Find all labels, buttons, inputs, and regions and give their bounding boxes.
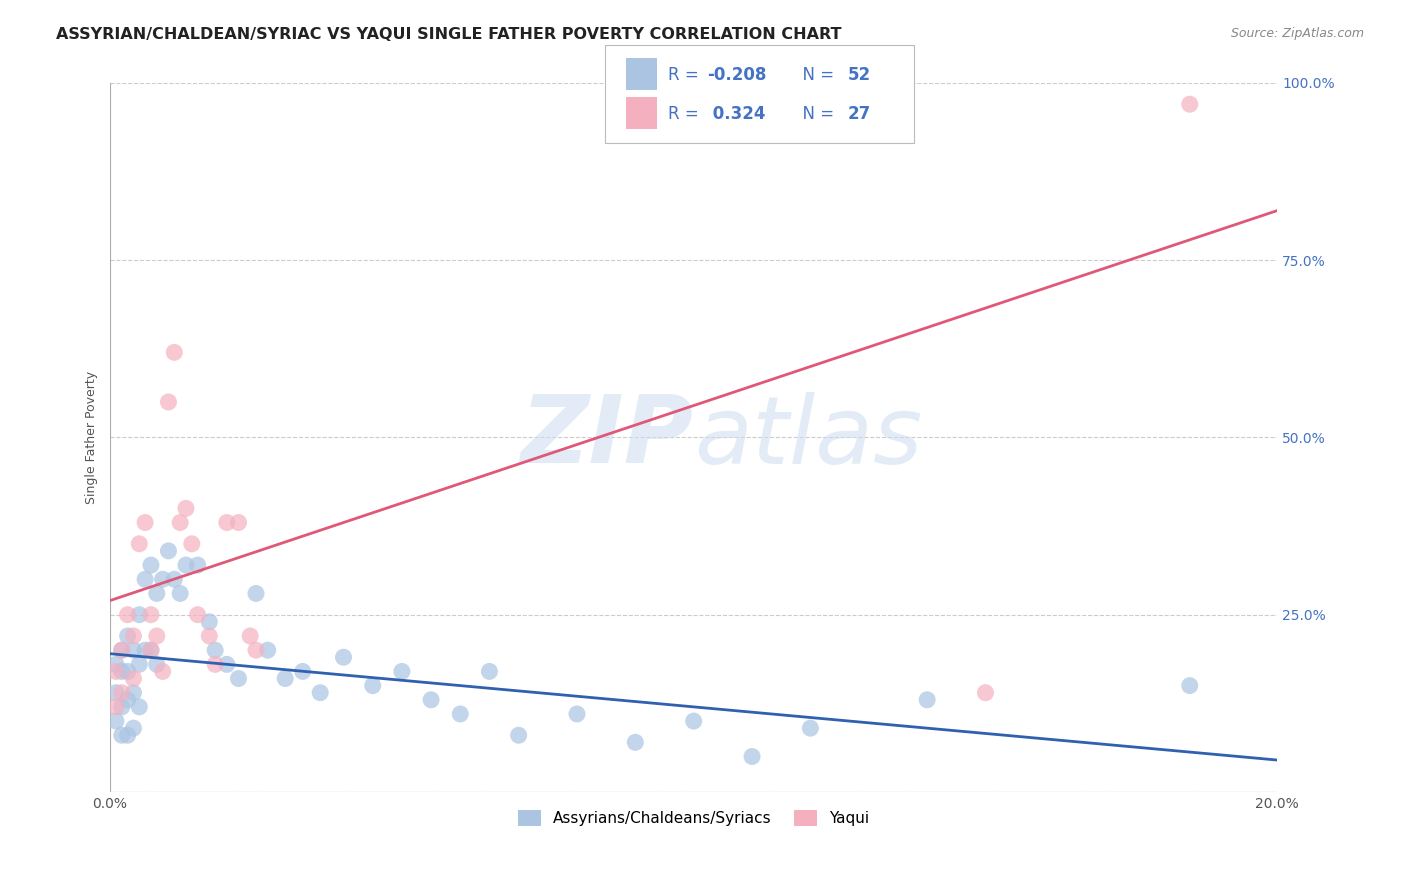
Point — [152, 665, 174, 679]
Point — [104, 665, 127, 679]
Point — [139, 643, 162, 657]
Text: ASSYRIAN/CHALDEAN/SYRIAC VS YAQUI SINGLE FATHER POVERTY CORRELATION CHART: ASSYRIAN/CHALDEAN/SYRIAC VS YAQUI SINGLE… — [56, 27, 842, 42]
Point — [478, 665, 501, 679]
Point — [169, 516, 191, 530]
Point — [291, 665, 314, 679]
Point — [157, 395, 180, 409]
Point — [117, 607, 139, 622]
Point — [565, 706, 588, 721]
Point — [174, 501, 197, 516]
Text: N =: N = — [792, 66, 839, 84]
Point — [187, 558, 209, 572]
Point — [332, 650, 354, 665]
Point — [624, 735, 647, 749]
Point — [139, 607, 162, 622]
Point — [104, 699, 127, 714]
Point — [122, 721, 145, 735]
Point — [163, 345, 186, 359]
Point — [157, 544, 180, 558]
Point — [204, 657, 226, 672]
Point — [139, 643, 162, 657]
Point — [420, 693, 443, 707]
Point — [274, 672, 297, 686]
Point — [128, 607, 150, 622]
Point — [198, 629, 221, 643]
Point — [146, 657, 169, 672]
Text: ZIP: ZIP — [520, 392, 693, 483]
Point — [146, 586, 169, 600]
Point — [111, 686, 134, 700]
Point — [1178, 97, 1201, 112]
Text: 27: 27 — [848, 105, 872, 123]
Point — [139, 558, 162, 572]
Point — [111, 643, 134, 657]
Point — [1178, 679, 1201, 693]
Point — [128, 537, 150, 551]
Point — [682, 714, 704, 728]
Point — [449, 706, 471, 721]
Point — [117, 629, 139, 643]
Point — [799, 721, 821, 735]
Point — [391, 665, 413, 679]
Text: atlas: atlas — [693, 392, 922, 483]
Point — [104, 657, 127, 672]
Text: 0.324: 0.324 — [707, 105, 766, 123]
Text: R =: R = — [668, 105, 704, 123]
Point — [134, 643, 156, 657]
Text: 52: 52 — [848, 66, 870, 84]
Point — [111, 699, 134, 714]
Point — [128, 657, 150, 672]
Point — [204, 643, 226, 657]
Point — [741, 749, 763, 764]
Point — [915, 693, 938, 707]
Point — [174, 558, 197, 572]
Point — [163, 572, 186, 586]
Point — [187, 607, 209, 622]
Point — [134, 572, 156, 586]
Point — [146, 629, 169, 643]
Point — [104, 714, 127, 728]
Point — [215, 657, 238, 672]
Point — [215, 516, 238, 530]
Point — [245, 643, 267, 657]
Point — [117, 728, 139, 742]
Point — [180, 537, 202, 551]
Point — [152, 572, 174, 586]
Point — [111, 728, 134, 742]
Point — [122, 643, 145, 657]
Point — [122, 686, 145, 700]
Point — [228, 672, 250, 686]
Point — [117, 665, 139, 679]
Legend: Assyrians/Chaldeans/Syriacs, Yaqui: Assyrians/Chaldeans/Syriacs, Yaqui — [510, 803, 877, 834]
Text: N =: N = — [792, 105, 839, 123]
Text: R =: R = — [668, 66, 704, 84]
Text: -0.208: -0.208 — [707, 66, 766, 84]
Point — [228, 516, 250, 530]
Point — [117, 693, 139, 707]
Point — [134, 516, 156, 530]
Point — [361, 679, 384, 693]
Point — [198, 615, 221, 629]
Point — [122, 672, 145, 686]
Point — [256, 643, 278, 657]
Point — [508, 728, 530, 742]
Point — [111, 665, 134, 679]
Point — [239, 629, 262, 643]
Point — [104, 686, 127, 700]
Y-axis label: Single Father Poverty: Single Father Poverty — [86, 371, 98, 504]
Point — [128, 699, 150, 714]
Point — [245, 586, 267, 600]
Text: Source: ZipAtlas.com: Source: ZipAtlas.com — [1230, 27, 1364, 40]
Point — [122, 629, 145, 643]
Point — [309, 686, 332, 700]
Point — [974, 686, 997, 700]
Point — [169, 586, 191, 600]
Point — [111, 643, 134, 657]
